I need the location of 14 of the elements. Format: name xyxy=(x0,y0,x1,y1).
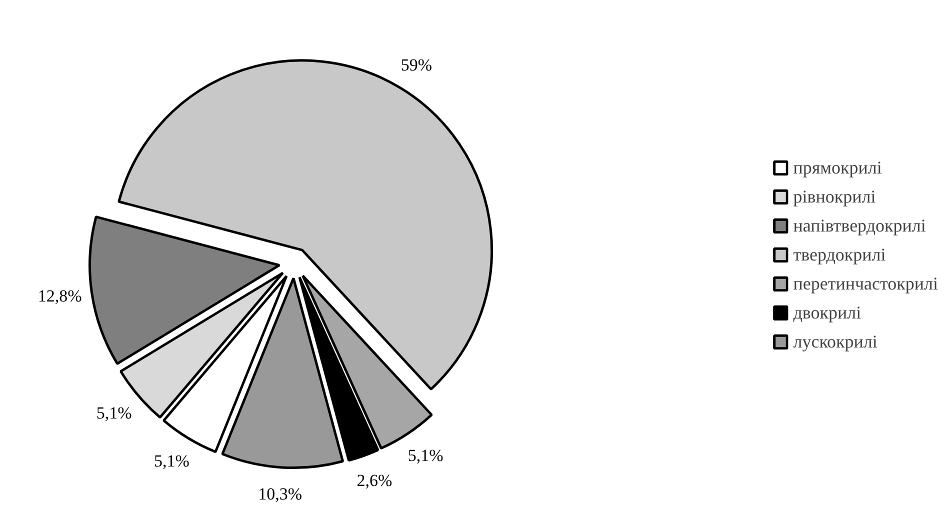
legend-label: двокрилі xyxy=(793,302,862,323)
legend-label: твердокрилі xyxy=(793,244,886,265)
data-label: 12,8% xyxy=(38,286,82,306)
legend-label: перетинчастокрилі xyxy=(793,273,938,294)
data-label: 59% xyxy=(400,55,432,74)
data-label: 5,1% xyxy=(154,451,190,470)
legend-label: прямокрилі xyxy=(793,157,882,178)
legend-label: рівнокрилі xyxy=(793,186,876,207)
data-label: 10,3% xyxy=(258,484,302,504)
data-label: 2,6% xyxy=(356,471,392,490)
legend-label: напівтвердокрилі xyxy=(793,215,926,236)
legend-label: лускокрилі xyxy=(793,331,878,352)
data-label: 5,1% xyxy=(96,404,132,423)
data-label: 5,1% xyxy=(408,446,444,466)
